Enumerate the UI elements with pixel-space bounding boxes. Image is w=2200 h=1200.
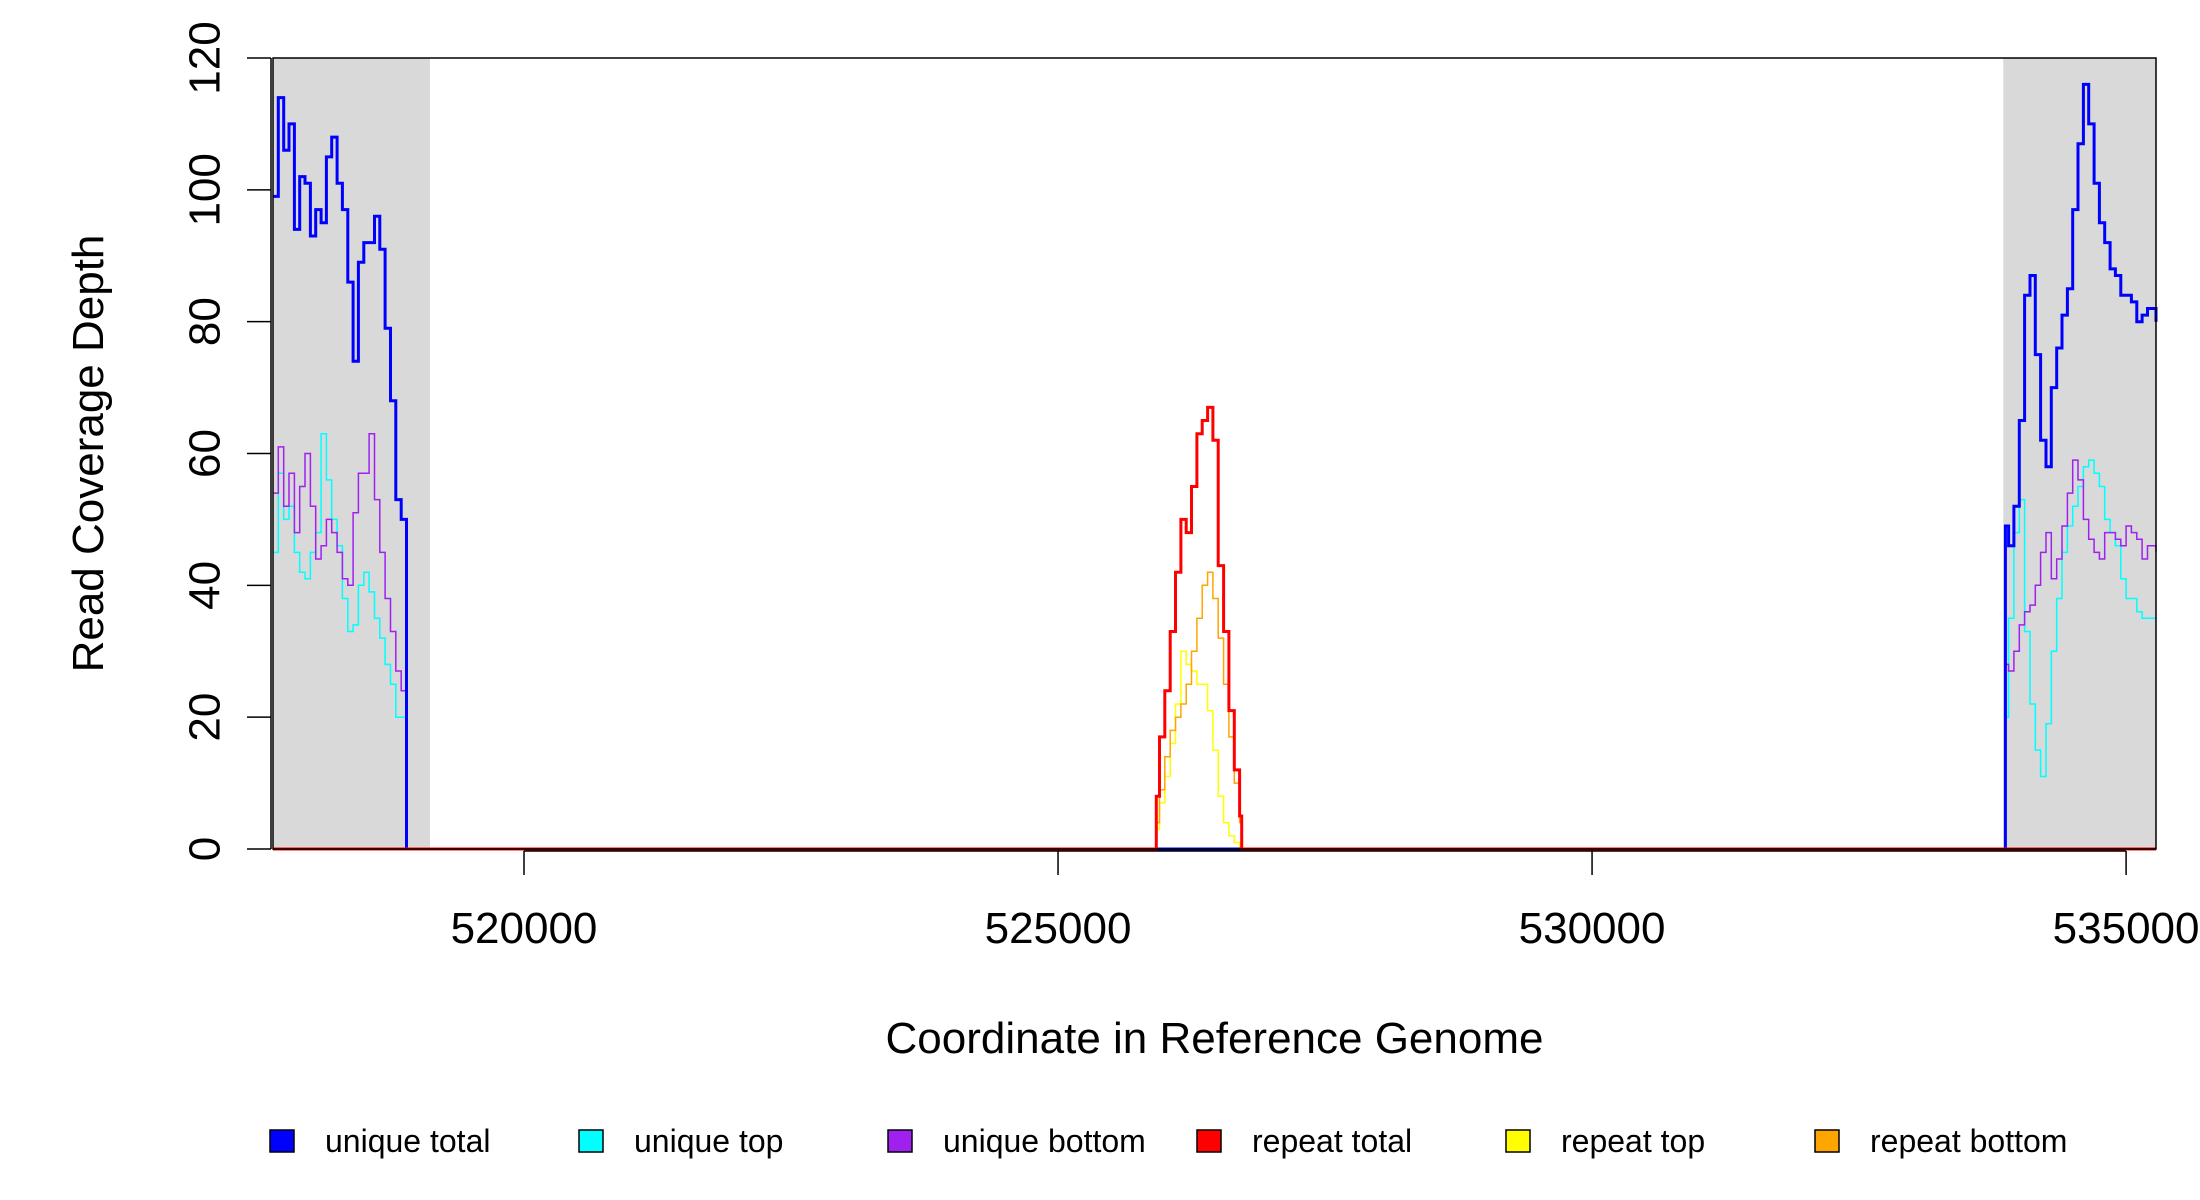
- legend-label: repeat top: [1561, 1123, 1705, 1159]
- legend-label: unique bottom: [943, 1123, 1146, 1159]
- x-tick-label: 520000: [451, 904, 598, 953]
- series-line-unique-top: [273, 432, 2156, 850]
- x-axis-title: Coordinate in Reference Genome: [886, 1014, 1544, 1063]
- y-tick-label: 60: [181, 429, 230, 478]
- y-axis: 0 20 40 60 80 100 120: [181, 21, 272, 861]
- series-line-unique-total: [273, 82, 2158, 851]
- legend-item-unique-total: unique total: [269, 1123, 490, 1159]
- series-line-repeat-bottom: [273, 571, 2156, 850]
- y-tick-label: 0: [181, 837, 230, 861]
- x-tick-label: 530000: [1519, 904, 1666, 953]
- legend-item-repeat-bottom: repeat bottom: [1814, 1123, 2067, 1159]
- series-line-repeat-top: [273, 650, 2156, 850]
- series-line-unique-bottom: [273, 432, 2157, 850]
- legend-label: unique total: [325, 1123, 490, 1159]
- legend-item-repeat-total: repeat total: [1196, 1123, 1412, 1159]
- legend-swatch: [887, 1129, 913, 1153]
- legend-swatch: [1505, 1129, 1531, 1153]
- legend-swatch: [269, 1129, 295, 1153]
- y-axis-title: Read Coverage Depth: [64, 235, 113, 673]
- legend-swatch: [578, 1129, 604, 1153]
- shaded-region-1: [2003, 58, 2156, 849]
- legend-item-repeat-top: repeat top: [1505, 1123, 1705, 1159]
- series-lines: [273, 82, 2158, 851]
- legend-label: repeat bottom: [1870, 1123, 2067, 1159]
- legend: unique total unique top unique bottom repea…: [269, 1123, 2067, 1159]
- y-tick-label: 80: [181, 297, 230, 346]
- x-axis: 520000 525000 530000 535000: [451, 850, 2200, 953]
- y-tick-label: 120: [181, 21, 230, 94]
- legend-swatch: [1196, 1129, 1222, 1153]
- x-tick-label: 535000: [2053, 904, 2200, 953]
- plot-frame: [272, 57, 2157, 850]
- legend-label: repeat total: [1252, 1123, 1412, 1159]
- y-tick-label: 40: [181, 561, 230, 610]
- x-tick-label: 525000: [985, 904, 1132, 953]
- y-tick-label: 100: [181, 153, 230, 226]
- y-tick-label: 20: [181, 693, 230, 742]
- shaded-regions: [273, 58, 2156, 849]
- legend-swatch: [1814, 1129, 1840, 1153]
- legend-label: unique top: [634, 1123, 783, 1159]
- legend-item-unique-top: unique top: [578, 1123, 783, 1159]
- legend-item-unique-bottom: unique bottom: [887, 1123, 1146, 1159]
- series-line-repeat-total: [273, 405, 2156, 851]
